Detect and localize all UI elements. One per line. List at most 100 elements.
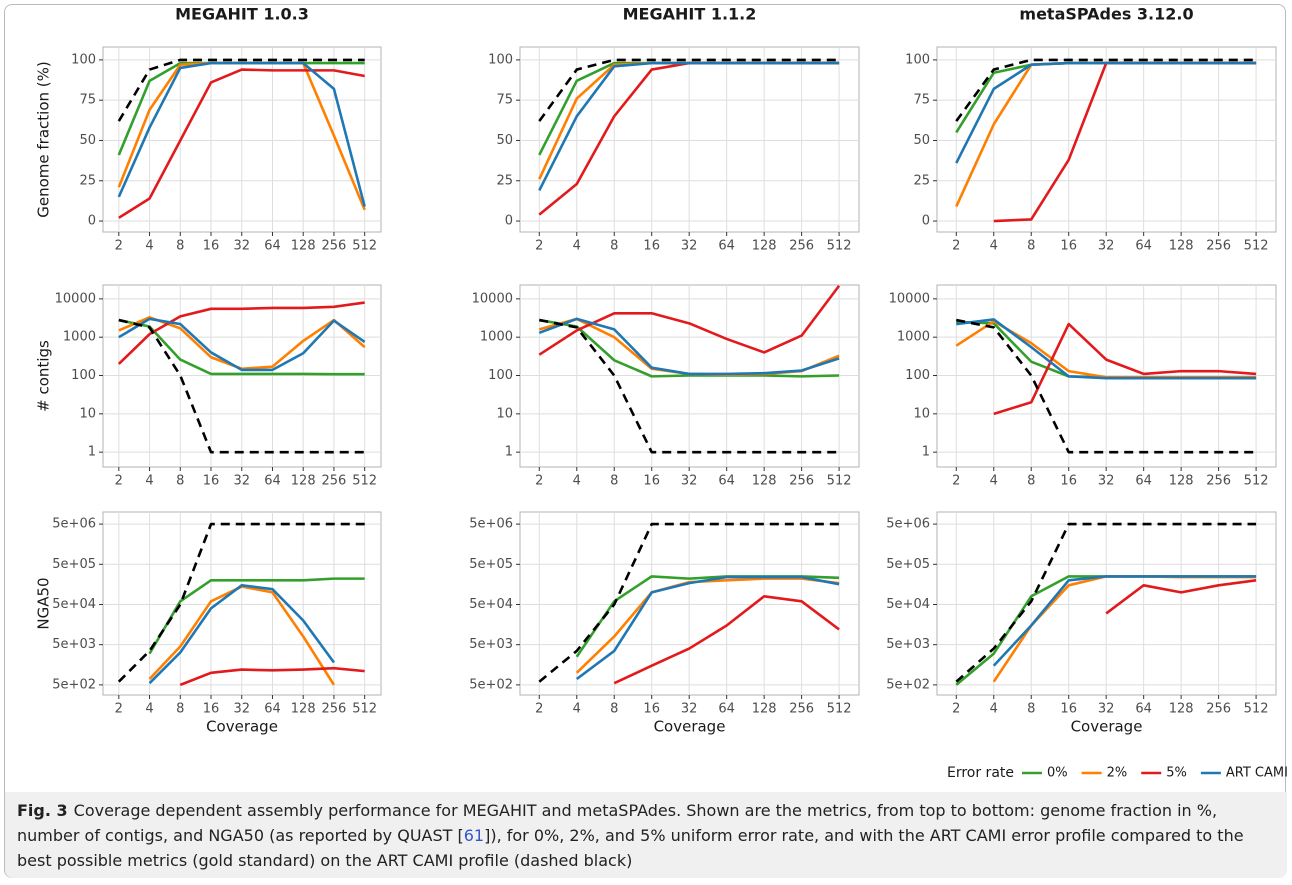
panel-title: MEGAHIT 1.1.2 xyxy=(623,5,757,24)
x-tick-label: 64 xyxy=(264,702,281,717)
series-line xyxy=(538,317,840,376)
x-tick-label: 2 xyxy=(952,239,960,254)
x-tick-label: 16 xyxy=(203,239,220,254)
y-tick-label: 5e+04 xyxy=(469,597,513,612)
series-line xyxy=(118,318,365,376)
x-tick-label: 16 xyxy=(1060,702,1077,717)
x-tick-label: 16 xyxy=(643,239,660,254)
y-tick-label: 100 xyxy=(488,52,513,67)
x-tick-label: 64 xyxy=(718,239,735,254)
x-tick-label: 256 xyxy=(1206,702,1231,717)
x-tick-label: 256 xyxy=(789,474,814,489)
panel-title: metaSPAdes 3.12.0 xyxy=(1019,5,1193,24)
caption-text: Coverage dependent assembly performance … xyxy=(17,801,1218,845)
y-tick-label: 5e+03 xyxy=(469,637,513,652)
x-tick-label: 512 xyxy=(827,474,852,489)
series-line xyxy=(179,666,365,687)
series-line xyxy=(148,577,365,655)
x-axis-title: Coverage xyxy=(1071,718,1143,736)
x-tick-label: 32 xyxy=(233,474,250,489)
x-tick-label: 512 xyxy=(1244,239,1269,254)
x-tick-label: 16 xyxy=(1060,239,1077,254)
x-tick-label: 128 xyxy=(1169,239,1194,254)
y-tick-label: 100 xyxy=(905,52,930,67)
series-line xyxy=(538,522,840,683)
y-tick-label: 1000 xyxy=(897,330,930,345)
y-tick-label: 25 xyxy=(79,173,96,188)
x-tick-label: 16 xyxy=(203,702,220,717)
y-tick-label: 75 xyxy=(496,93,513,108)
y-tick-label: 75 xyxy=(913,93,930,108)
y-axis-title: # contigs xyxy=(35,340,53,412)
y-tick-label: 50 xyxy=(496,133,513,148)
series-line xyxy=(993,322,1257,416)
legend-label: 2% xyxy=(1107,766,1128,781)
series-line xyxy=(118,318,365,454)
x-tick-label: 4 xyxy=(145,239,153,254)
legend-label: 5% xyxy=(1166,766,1187,781)
x-tick-label: 256 xyxy=(322,239,347,254)
y-tick-label: 100 xyxy=(71,368,96,383)
y-tick-label: 1 xyxy=(88,445,96,460)
x-tick-label: 2 xyxy=(535,702,543,717)
x-tick-label: 8 xyxy=(610,702,618,717)
x-tick-label: 32 xyxy=(681,474,698,489)
x-tick-label: 128 xyxy=(752,702,777,717)
y-tick-label: 75 xyxy=(79,93,96,108)
x-tick-label: 2 xyxy=(535,474,543,489)
panel-title: MEGAHIT 1.0.3 xyxy=(175,5,309,24)
x-tick-label: 512 xyxy=(1244,474,1269,489)
x-tick-label: 256 xyxy=(1206,474,1231,489)
x-tick-label: 32 xyxy=(233,702,250,717)
caption: Fig. 3 Coverage dependent assembly perfor… xyxy=(5,792,1287,878)
x-tick-label: 4 xyxy=(990,239,998,254)
x-tick-label: 4 xyxy=(573,239,581,254)
series-line xyxy=(117,301,365,365)
x-tick-label: 32 xyxy=(1098,239,1115,254)
x-tick-label: 512 xyxy=(827,239,852,254)
caption-ref[interactable]: 61 xyxy=(463,826,485,845)
caption-label: Fig. 3 xyxy=(17,801,68,820)
y-tick-label: 1000 xyxy=(63,330,96,345)
y-tick-label: 25 xyxy=(496,173,513,188)
series-line xyxy=(992,575,1257,667)
legend-title: Error rate xyxy=(947,765,1014,781)
y-tick-label: 100 xyxy=(71,52,96,67)
x-tick-label: 16 xyxy=(1060,474,1077,489)
y-tick-label: 1000 xyxy=(480,330,513,345)
y-tick-label: 5e+03 xyxy=(886,637,930,652)
x-tick-label: 4 xyxy=(573,474,581,489)
y-tick-label: 5e+02 xyxy=(469,677,513,692)
x-tick-label: 4 xyxy=(990,702,998,717)
x-tick-label: 64 xyxy=(1135,474,1152,489)
y-tick-label: 1 xyxy=(505,445,513,460)
x-tick-label: 64 xyxy=(1135,702,1152,717)
x-tick-label: 2 xyxy=(952,702,960,717)
series-line xyxy=(955,58,1257,122)
x-tick-label: 2 xyxy=(115,474,123,489)
y-tick-label: 0 xyxy=(88,214,96,229)
x-tick-label: 128 xyxy=(752,239,777,254)
x-tick-label: 2 xyxy=(115,702,123,717)
x-tick-label: 512 xyxy=(352,474,377,489)
legend-label: 0% xyxy=(1047,766,1068,781)
series-line xyxy=(955,61,1257,164)
y-tick-label: 5e+04 xyxy=(886,597,930,612)
series-line xyxy=(538,58,840,122)
series-line xyxy=(117,61,366,207)
x-tick-label: 16 xyxy=(203,474,220,489)
y-tick-label: 5e+06 xyxy=(886,517,930,532)
x-tick-label: 8 xyxy=(176,474,184,489)
y-tick-label: 100 xyxy=(905,368,930,383)
x-tick-label: 64 xyxy=(264,474,281,489)
x-tick-label: 8 xyxy=(610,239,618,254)
x-tick-label: 128 xyxy=(1169,474,1194,489)
y-tick-label: 5e+05 xyxy=(886,557,930,572)
y-axis-title: Genome fraction (%) xyxy=(35,61,53,218)
x-axis-title: Coverage xyxy=(654,718,726,736)
y-tick-label: 10000 xyxy=(472,291,513,306)
y-tick-label: 5e+06 xyxy=(469,517,513,532)
y-tick-label: 5e+03 xyxy=(52,637,96,652)
